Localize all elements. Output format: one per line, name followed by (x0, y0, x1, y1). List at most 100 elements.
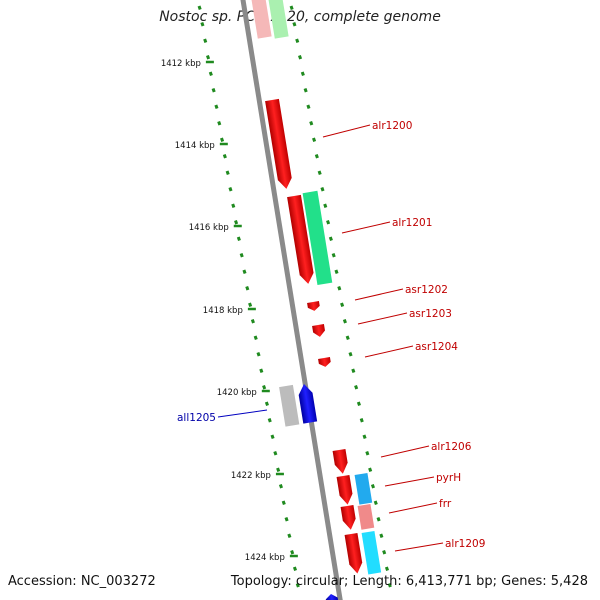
cog-box (302, 190, 333, 286)
scale-ticks (197, 5, 300, 588)
scale-tick (276, 467, 281, 472)
kbp-label: 1420 kbp (217, 388, 257, 398)
cog-box (361, 530, 382, 575)
gene-label-alr1201[interactable]: alr1201 (392, 217, 432, 229)
gene-label-alr1209[interactable]: alr1209 (445, 538, 485, 550)
genome-summary: Topology: circular; Length: 6,413,771 bp… (230, 574, 588, 589)
ruler-tick (292, 22, 297, 27)
leader-line (217, 409, 268, 418)
ruler-tick (295, 38, 300, 43)
scale-tick (248, 302, 253, 307)
gene-label-alr1200[interactable]: alr1200 (372, 120, 412, 132)
gene-asr1204 (318, 357, 331, 367)
scale-tick (295, 583, 300, 588)
kbp-label: 1416 kbp (189, 223, 229, 233)
scale-tick (231, 203, 236, 208)
scale-tick (278, 484, 283, 489)
leader-line (380, 445, 430, 458)
ruler-tick (359, 418, 364, 423)
ruler-tick (356, 401, 361, 406)
cog-box (354, 472, 373, 505)
ruler-tick (348, 352, 353, 357)
kbp-label: 1412 kbp (161, 59, 201, 69)
scale-tick (217, 121, 222, 126)
ruler-tick (368, 467, 373, 472)
ruler-tick (303, 88, 308, 93)
gene-alr1209 (344, 532, 363, 574)
scale-tick (242, 269, 247, 274)
scale-tick (287, 533, 292, 538)
scale-tick (203, 38, 208, 43)
scale-tick (214, 104, 219, 109)
cog-box (279, 384, 300, 427)
gene-frr (340, 504, 356, 530)
gene-label-alr1206[interactable]: alr1206 (431, 441, 472, 453)
scale-tick (234, 220, 239, 225)
scale-tick (239, 253, 244, 258)
ruler-tick (362, 434, 367, 439)
scale-tick (236, 236, 241, 241)
kbp-label: 1422 kbp (231, 471, 271, 481)
ruler-tick (306, 104, 311, 109)
accession-label: Accession: NC_003272 (8, 574, 156, 589)
scale-tick (281, 500, 286, 505)
ruler-tick (298, 55, 303, 60)
scale-tick (270, 434, 275, 439)
scale-tick (259, 368, 264, 373)
backbone-line (240, 0, 343, 600)
leader-line (341, 221, 391, 234)
scale-tick (284, 517, 289, 522)
gene-alr1201 (287, 194, 314, 284)
scale-tick (250, 319, 255, 324)
gene-label-asr1203[interactable]: asr1203 (409, 308, 452, 320)
ruler-tick (309, 121, 314, 126)
leader-line (384, 476, 435, 487)
gene-alr1206 (332, 448, 348, 474)
scale-tick (253, 335, 258, 340)
scale-labels: 1412 kbp 1414 kbp 1416 kbp 1418 kbp 1420 kbp… (161, 59, 298, 563)
label-leaders: alr1200 alr1201 asr1202 asr1203 asr1204 all12… (177, 120, 485, 552)
ruler-tick (312, 137, 317, 142)
ruler-tick (345, 335, 350, 340)
gene-pyrH (336, 474, 353, 505)
gene-asr1202 (307, 301, 320, 311)
ruler-tick (314, 154, 319, 159)
leader-line (364, 345, 414, 358)
ruler-tick (382, 550, 387, 555)
gene-asr1203 (312, 324, 325, 337)
ruler-tick (317, 170, 322, 175)
ruler-ticks (289, 5, 392, 588)
gene-label-asr1202[interactable]: asr1202 (405, 284, 448, 296)
gene-label-frr[interactable]: frr (439, 498, 452, 510)
map-title: Nostoc sp. PCC 7120, complete genome (159, 9, 441, 25)
scale-tick (206, 55, 211, 60)
ruler-tick (331, 253, 336, 258)
ruler-tick (328, 236, 333, 241)
ruler-tick (342, 319, 347, 324)
leader-line (322, 124, 371, 138)
scale-tick (200, 22, 205, 27)
ruler-tick (340, 302, 345, 307)
cog-tracks (268, 0, 382, 575)
scale-tick (267, 418, 272, 423)
kbp-label: 1414 kbp (175, 141, 215, 151)
ruler-tick (370, 484, 375, 489)
scale-tick (292, 566, 298, 571)
gene-bottom-partial (325, 594, 339, 600)
leader-line (357, 312, 408, 325)
gene-label-asr1204[interactable]: asr1204 (415, 341, 458, 353)
kbp-label: 1424 kbp (245, 553, 285, 563)
scale-tick (211, 88, 216, 93)
cog-box (357, 503, 375, 530)
gene-features (251, 0, 363, 600)
gene-label-pyrH[interactable]: pyrH (436, 472, 461, 484)
scale-tick (256, 352, 261, 357)
scale-tick (273, 451, 278, 456)
ruler-tick (354, 385, 359, 390)
gene-all1205 (298, 384, 318, 424)
gene-label-all1205[interactable]: all1205 (177, 412, 216, 424)
ruler-tick (334, 269, 339, 274)
scale-tick (264, 401, 269, 406)
ruler-tick (289, 5, 294, 10)
